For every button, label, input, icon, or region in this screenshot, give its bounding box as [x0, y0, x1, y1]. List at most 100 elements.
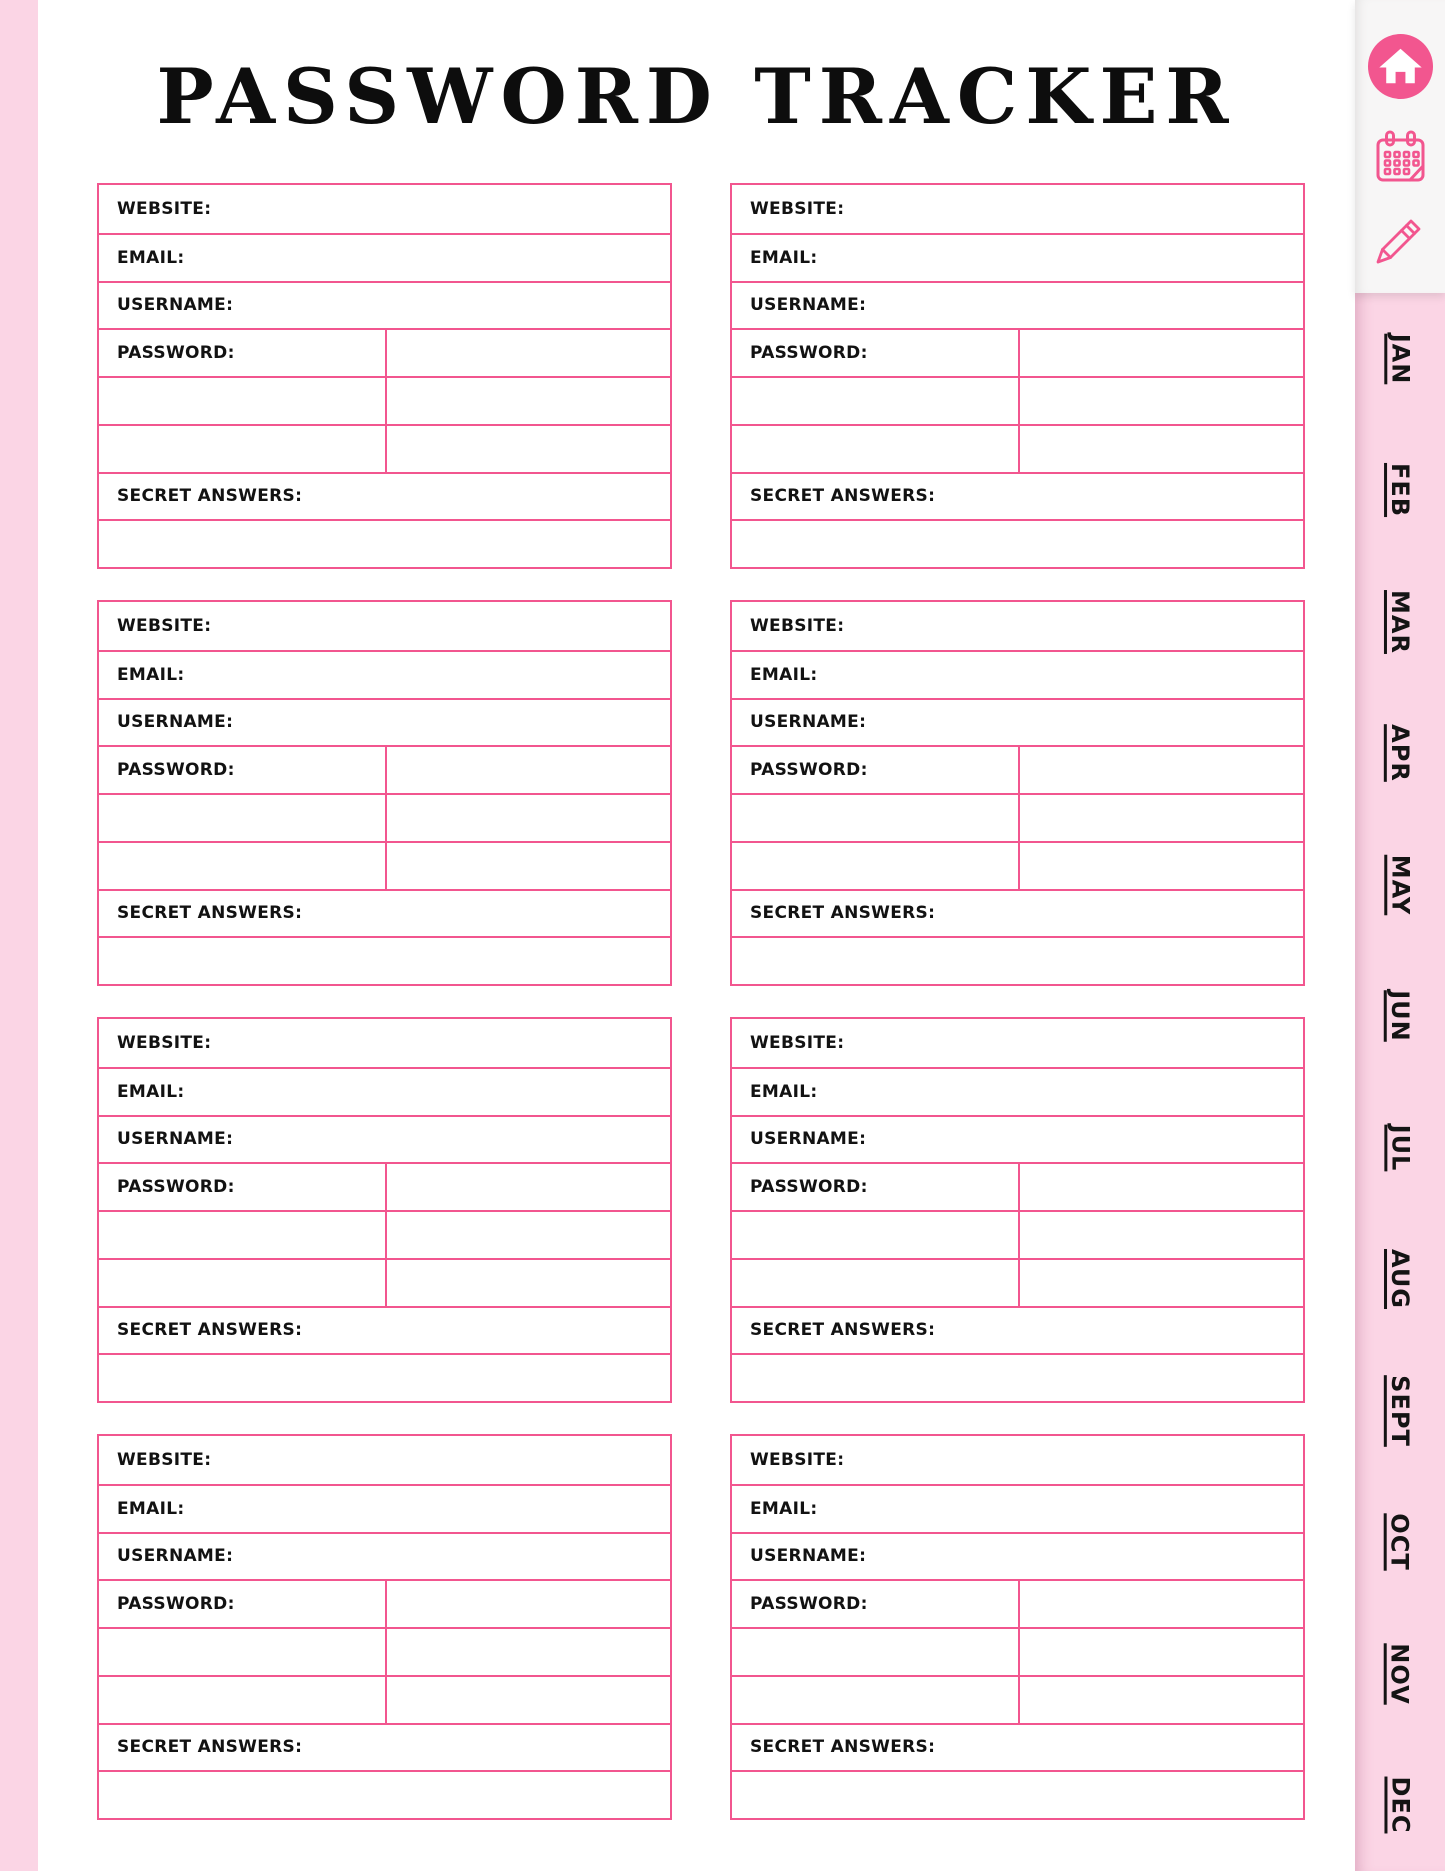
website-field-row[interactable]: WEBSITE:: [99, 1019, 670, 1067]
email-field-row[interactable]: EMAIL:: [732, 1066, 1303, 1115]
month-tab-jan[interactable]: JAN: [1386, 333, 1414, 385]
month-tab-jul[interactable]: JUL: [1386, 1124, 1414, 1172]
month-tab-slot: MAR: [1355, 556, 1445, 688]
username-field-row[interactable]: USERNAME:: [99, 1114, 670, 1163]
secret-answers-entry-row[interactable]: [732, 936, 1303, 984]
email-field-row[interactable]: EMAIL:: [99, 232, 670, 281]
secret-answers-label-row[interactable]: SECRET ANSWERS:: [732, 888, 1303, 937]
website-label: WEBSITE:: [117, 615, 212, 636]
email-field-row[interactable]: EMAIL:: [732, 1483, 1303, 1532]
secret-answers-label-row[interactable]: SECRET ANSWERS:: [99, 1722, 670, 1771]
month-tab-apr[interactable]: APR: [1386, 724, 1414, 783]
password-entry-cell[interactable]: [384, 747, 671, 793]
secret-answers-label-row[interactable]: SECRET ANSWERS:: [99, 888, 670, 937]
username-field-row[interactable]: USERNAME:: [732, 697, 1303, 746]
password-entry-cell[interactable]: [1017, 795, 1304, 841]
website-field-row[interactable]: WEBSITE:: [99, 602, 670, 650]
month-tab-dec[interactable]: DEC: [1386, 1776, 1414, 1834]
month-tab-feb[interactable]: FEB: [1386, 463, 1414, 518]
password-card: WEBSITE: EMAIL: USERNAME: PASSWORD: SECR…: [730, 183, 1305, 569]
password-entry-cell[interactable]: [732, 1677, 1018, 1723]
month-tab-nov[interactable]: NOV: [1385, 1643, 1414, 1705]
password-entry-cell[interactable]: [732, 1629, 1018, 1675]
password-entry-cell[interactable]: [1017, 1259, 1304, 1306]
secret-answers-entry-row[interactable]: [732, 519, 1303, 567]
password-entry-cell[interactable]: [384, 1212, 671, 1258]
username-field-row[interactable]: USERNAME:: [732, 1531, 1303, 1580]
website-field-row[interactable]: WEBSITE:: [732, 1436, 1303, 1484]
website-field-row[interactable]: WEBSITE:: [732, 185, 1303, 233]
password-entry-cell[interactable]: [1017, 747, 1304, 793]
password-entry-cell[interactable]: [1017, 1212, 1304, 1258]
password-entry-cell[interactable]: [384, 1676, 671, 1723]
secret-answers-entry-row[interactable]: [732, 1353, 1303, 1401]
secret-answers-entry-row[interactable]: [99, 1770, 670, 1818]
month-tab-mar[interactable]: MAR: [1386, 589, 1414, 654]
pencil-icon[interactable]: [1370, 208, 1430, 270]
secret-answers-entry-row[interactable]: [732, 1770, 1303, 1818]
username-field-row[interactable]: USERNAME:: [732, 280, 1303, 329]
email-field-row[interactable]: EMAIL:: [99, 1483, 670, 1532]
password-entry-cell[interactable]: [99, 843, 385, 889]
password-entry-cell[interactable]: [99, 1677, 385, 1723]
password-entry-cell[interactable]: [732, 1260, 1018, 1306]
password-entry-cell[interactable]: [1017, 1164, 1304, 1210]
password-entry-cell[interactable]: [732, 378, 1018, 424]
password-entry-cell[interactable]: [99, 795, 385, 841]
password-entry-cell[interactable]: [384, 1629, 671, 1675]
password-entry-cell[interactable]: [1017, 425, 1304, 472]
password-entry-cell[interactable]: [732, 843, 1018, 889]
password-entry-cell[interactable]: [1017, 842, 1304, 889]
secret-answers-entry-row[interactable]: [99, 936, 670, 984]
username-field-row[interactable]: USERNAME:: [99, 1531, 670, 1580]
secret-answers-entry-row[interactable]: [99, 519, 670, 567]
email-field-row[interactable]: EMAIL:: [732, 649, 1303, 698]
email-field-row[interactable]: EMAIL:: [732, 232, 1303, 281]
email-field-row[interactable]: EMAIL:: [99, 1066, 670, 1115]
password-entry-cell[interactable]: [384, 330, 671, 376]
secret-answers-label-row[interactable]: SECRET ANSWERS:: [732, 1722, 1303, 1771]
email-field-row[interactable]: EMAIL:: [99, 649, 670, 698]
secret-answers-label-row[interactable]: SECRET ANSWERS:: [732, 471, 1303, 520]
website-field-row[interactable]: WEBSITE:: [732, 1019, 1303, 1067]
password-entry-cell[interactable]: [384, 795, 671, 841]
password-entry-cell[interactable]: [99, 1260, 385, 1306]
website-field-row[interactable]: WEBSITE:: [732, 602, 1303, 650]
password-entry-cell[interactable]: [99, 1212, 385, 1258]
password-entry-cell[interactable]: [1017, 378, 1304, 424]
calendar-icon[interactable]: [1372, 128, 1429, 186]
password-entry-cell[interactable]: [384, 378, 671, 424]
secret-answers-label-row[interactable]: SECRET ANSWERS:: [99, 1305, 670, 1354]
secret-answers-label-row[interactable]: SECRET ANSWERS:: [99, 471, 670, 520]
username-field-row[interactable]: USERNAME:: [99, 697, 670, 746]
month-tab-jun[interactable]: JUN: [1385, 990, 1414, 1043]
password-label: PASSWORD:: [750, 760, 868, 781]
password-entry-cell[interactable]: [732, 426, 1018, 472]
password-entry-cell[interactable]: [1017, 1581, 1304, 1627]
website-field-row[interactable]: WEBSITE:: [99, 185, 670, 233]
password-entry-cell[interactable]: [384, 425, 671, 472]
password-entry-cell[interactable]: [99, 426, 385, 472]
secret-answers-label-row[interactable]: SECRET ANSWERS:: [732, 1305, 1303, 1354]
email-label: EMAIL:: [750, 1498, 818, 1519]
password-entry-cell[interactable]: [384, 1581, 671, 1627]
password-entry-cell[interactable]: [384, 1164, 671, 1210]
password-entry-cell[interactable]: [732, 795, 1018, 841]
month-tab-aug[interactable]: AUG: [1386, 1249, 1414, 1310]
home-icon[interactable]: [1367, 33, 1434, 100]
password-entry-cell[interactable]: [1017, 1676, 1304, 1723]
password-entry-cell[interactable]: [384, 842, 671, 889]
password-entry-cell[interactable]: [384, 1259, 671, 1306]
website-field-row[interactable]: WEBSITE:: [99, 1436, 670, 1484]
password-entry-cell[interactable]: [99, 1629, 385, 1675]
month-tab-may[interactable]: MAY: [1385, 854, 1414, 916]
password-entry-cell[interactable]: [1017, 1629, 1304, 1675]
password-entry-cell[interactable]: [732, 1212, 1018, 1258]
month-tab-oct[interactable]: OCT: [1385, 1513, 1414, 1571]
password-entry-cell[interactable]: [1017, 330, 1304, 376]
username-field-row[interactable]: USERNAME:: [99, 280, 670, 329]
username-field-row[interactable]: USERNAME:: [732, 1114, 1303, 1163]
secret-answers-entry-row[interactable]: [99, 1353, 670, 1401]
month-tab-sept[interactable]: SEPT: [1385, 1374, 1414, 1447]
password-entry-cell[interactable]: [99, 378, 385, 424]
